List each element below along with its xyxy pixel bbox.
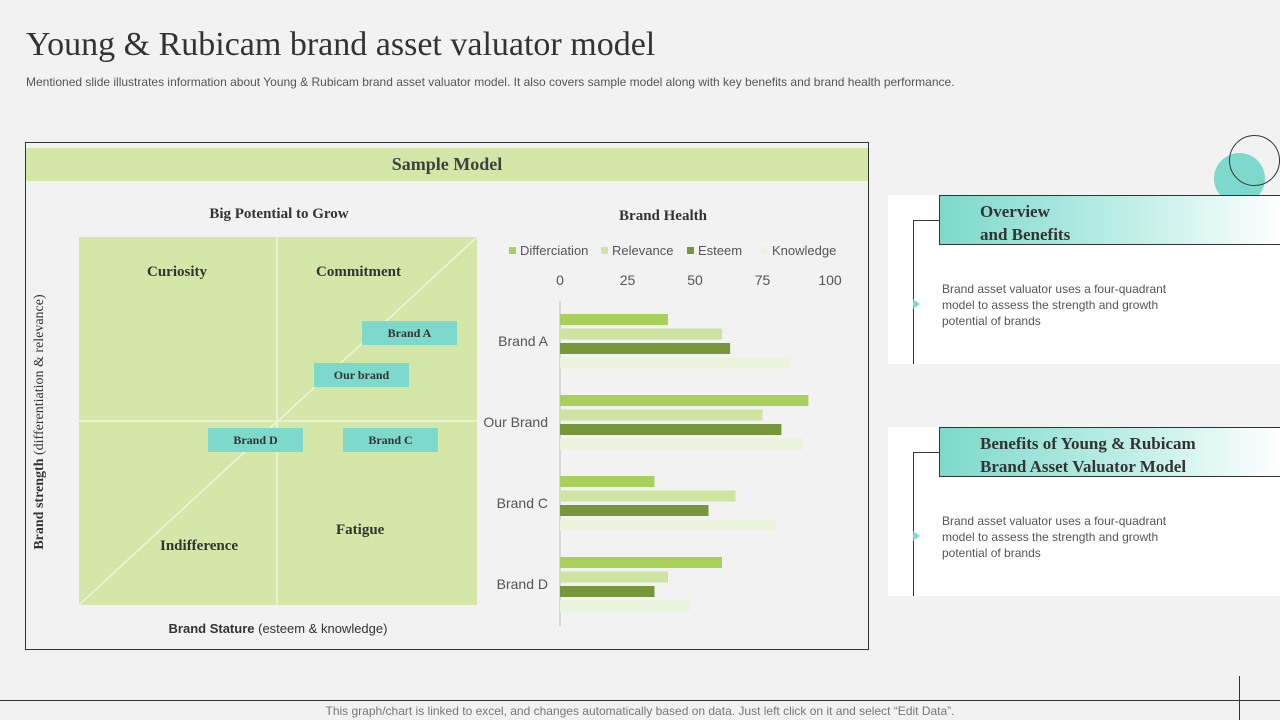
page-subtitle: Mentioned slide illustrates information … bbox=[26, 75, 955, 89]
legend-swatch bbox=[687, 247, 694, 254]
brand-a-marker: Brand A bbox=[362, 321, 457, 345]
bar bbox=[560, 314, 668, 325]
overview-panel-body: Brand asset valuator uses a four-quadran… bbox=[942, 282, 1167, 328]
legend-swatch bbox=[601, 247, 608, 254]
bar bbox=[560, 395, 809, 406]
quadrant-label-commitment: Commitment bbox=[316, 264, 401, 280]
bar bbox=[560, 600, 690, 612]
sample-model-panel: Sample Model Big Potential to Grow Brand… bbox=[25, 142, 869, 650]
panel-heading-line2: and Benefits bbox=[980, 225, 1071, 244]
x-tick-label: 50 bbox=[687, 272, 703, 288]
legend-label: Esteem bbox=[698, 243, 742, 258]
arrow-icon bbox=[913, 299, 920, 309]
bar bbox=[560, 476, 655, 487]
bar bbox=[560, 586, 655, 597]
overview-panel: Overview and Benefits Brand asset valuato… bbox=[888, 195, 1280, 364]
legend-label: Relevance bbox=[612, 243, 673, 258]
footer-note: This graph/chart is linked to excel, and… bbox=[325, 704, 955, 718]
bar bbox=[560, 409, 763, 421]
bar bbox=[560, 438, 803, 450]
category-label: Our Brand bbox=[483, 414, 548, 430]
bar bbox=[560, 505, 709, 516]
brand-health-chart: Brand Health Differciation Relevance Esteem… bbox=[483, 208, 842, 626]
panel-heading-line1: Overview bbox=[980, 202, 1050, 221]
decorative-ring bbox=[1229, 135, 1280, 186]
benefits-panel-heading: Benefits of Young & Rubicam Brand Asset V… bbox=[939, 427, 1280, 477]
overview-panel-heading: Overview and Benefits bbox=[939, 195, 1280, 245]
quadrant-title: Big Potential to Grow bbox=[209, 206, 349, 222]
panel-heading-line2: Brand Asset Valuator Model bbox=[980, 457, 1187, 476]
brand-c-marker: Brand C bbox=[343, 428, 438, 452]
panel-connector-line bbox=[913, 452, 914, 596]
bar bbox=[560, 424, 782, 435]
legend-label: Differciation bbox=[520, 243, 588, 258]
quadrant-label-curiosity: Curiosity bbox=[147, 264, 207, 280]
sample-model-header: Sample Model bbox=[26, 148, 868, 181]
bar bbox=[560, 357, 790, 369]
quadrant-grid: Curiosity Commitment Indifference Fatigu… bbox=[79, 237, 477, 605]
category-label: Brand A bbox=[498, 333, 548, 349]
bar bbox=[560, 519, 776, 531]
legend-swatch bbox=[509, 247, 516, 254]
legend-label: Knowledge bbox=[772, 243, 836, 258]
brand-d-marker: Brand D bbox=[208, 428, 303, 452]
quadrant-x-axis-label: Brand Stature (esteem & knowledge) bbox=[79, 621, 477, 636]
bar bbox=[560, 571, 668, 583]
legend-swatch bbox=[761, 247, 768, 254]
footer-tick bbox=[1239, 676, 1240, 720]
benefits-panel: Benefits of Young & Rubicam Brand Asset V… bbox=[888, 427, 1280, 596]
bar bbox=[560, 557, 722, 568]
x-tick-label: 75 bbox=[755, 272, 771, 288]
bar bbox=[560, 490, 736, 502]
benefits-panel-body: Brand asset valuator uses a four-quadran… bbox=[942, 514, 1167, 560]
category-label: Brand C bbox=[497, 495, 548, 511]
panel-connector-tick bbox=[913, 220, 939, 221]
page-title: Young & Rubicam brand asset valuator mod… bbox=[26, 26, 656, 63]
quadrant-label-indifference: Indifference bbox=[160, 538, 239, 554]
bar bbox=[560, 343, 731, 354]
chart-title: Brand Health bbox=[619, 208, 708, 224]
bar bbox=[560, 328, 722, 340]
x-axis-bold: Brand Stature bbox=[168, 621, 255, 636]
footer-divider bbox=[0, 700, 1280, 701]
quadrant-lines bbox=[79, 237, 477, 605]
our-brand-marker: Our brand bbox=[314, 363, 409, 387]
panel-connector-line bbox=[913, 220, 914, 364]
arrow-icon bbox=[913, 531, 920, 541]
x-tick-label: 0 bbox=[556, 272, 564, 288]
panel-connector-tick bbox=[913, 452, 939, 453]
x-tick-label: 25 bbox=[620, 272, 636, 288]
quadrant-label-fatigue: Fatigue bbox=[336, 522, 385, 538]
panel-heading-line1: Benefits of Young & Rubicam bbox=[980, 434, 1196, 453]
category-label: Brand D bbox=[497, 576, 548, 592]
x-tick-label: 100 bbox=[818, 272, 842, 288]
x-axis-rest: (esteem & knowledge) bbox=[254, 621, 388, 636]
